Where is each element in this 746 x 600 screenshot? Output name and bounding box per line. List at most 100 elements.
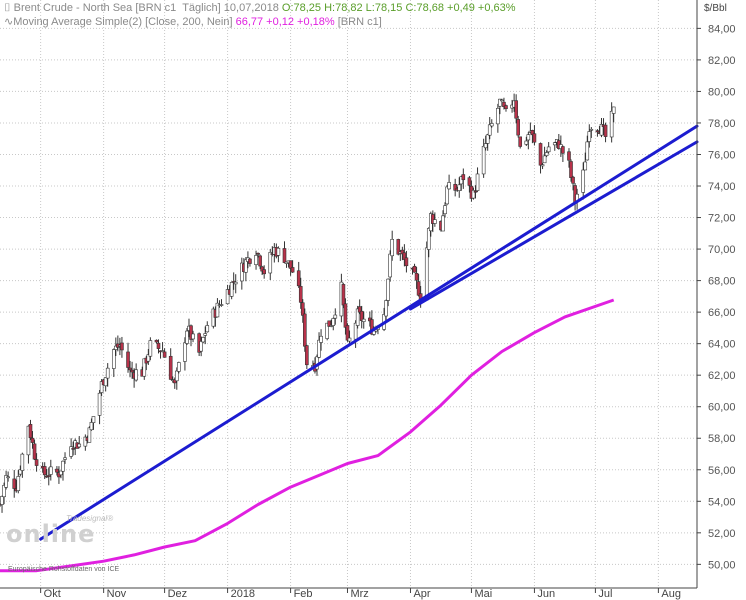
- legend-ma-symbol: [BRN c1]: [337, 16, 382, 28]
- x-tick-label: Apr: [413, 588, 430, 600]
- candle-body: [357, 306, 362, 313]
- candle-body: [300, 302, 305, 316]
- legend-price-icon: ⌷: [4, 2, 14, 14]
- watermark-small: Tradesignal®: [66, 514, 114, 523]
- candle-body: [185, 330, 189, 344]
- candle-body: [341, 284, 346, 306]
- candle-body: [46, 475, 51, 477]
- candle-body: [30, 437, 35, 443]
- candle-body: [120, 342, 124, 351]
- candle-body: [61, 460, 65, 472]
- candle-body: [103, 377, 108, 387]
- watermark-brand: online: [6, 520, 96, 548]
- legend-ohl: O:78,25 H:78,82 L:78,15: [281, 2, 403, 14]
- legend-row-ma: ∿Moving Average Simple(2) [Close, 200, N…: [4, 16, 382, 29]
- candle-body: [105, 367, 110, 379]
- candle-body: [134, 369, 138, 381]
- candle-body: [268, 252, 273, 274]
- candle-body: [359, 310, 364, 321]
- y-tick-label: 52,00: [708, 528, 736, 540]
- y-tick-label: 54,00: [708, 496, 736, 508]
- candle-body: [467, 177, 472, 186]
- candle-body: [388, 253, 392, 278]
- candle-body: [215, 302, 220, 318]
- candle-body: [319, 335, 323, 343]
- x-tick-label: Jun: [537, 588, 555, 600]
- candle-body: [168, 355, 173, 380]
- candle-body: [475, 173, 480, 191]
- x-axis: Okt Nov Dez 2018 Feb Mrz Apr Mai Jun Jul Aug: [0, 587, 697, 600]
- candle-body: [32, 443, 37, 460]
- candle-body: [504, 105, 508, 109]
- candle-body: [288, 260, 293, 269]
- candle-body: [473, 190, 478, 193]
- candle-body: [142, 358, 147, 377]
- x-tick-label: Mai: [474, 588, 492, 600]
- candle-body: [599, 124, 604, 136]
- candle-body: [28, 424, 33, 439]
- candle-body: [538, 143, 543, 166]
- candle-body: [111, 349, 116, 369]
- candle-body: [49, 466, 53, 475]
- candle-body: [114, 345, 118, 350]
- y-tick-label: 60,00: [708, 402, 736, 414]
- candle-body: [2, 485, 6, 498]
- candle-body: [390, 239, 394, 257]
- candle-body: [396, 239, 401, 255]
- candle-body: [148, 340, 153, 357]
- candle-body: [83, 436, 88, 447]
- y-unit-label: $/Bbl: [704, 3, 727, 14]
- x-tick-label: Okt: [44, 588, 61, 600]
- candle-body: [87, 427, 92, 443]
- candle-body: [205, 325, 210, 333]
- candle-body: [126, 351, 130, 368]
- candle-body: [343, 303, 348, 328]
- moving-average-line: [0, 298, 615, 573]
- x-tick-label: Aug: [661, 588, 681, 600]
- candle-body: [254, 255, 258, 265]
- candle-body: [589, 128, 594, 131]
- candle-body: [191, 333, 195, 340]
- candle-body: [400, 249, 405, 255]
- candle-body: [587, 131, 592, 142]
- y-tick-label: 50,00: [708, 559, 736, 571]
- candle-body: [233, 281, 238, 285]
- candle-body: [524, 140, 529, 145]
- legend-row-price: ⌷ Brent Crude - North Sea [BRN c1 Täglic…: [4, 2, 516, 15]
- y-tick-label: 84,00: [708, 23, 736, 35]
- candle-body: [333, 314, 338, 319]
- candle-body: [461, 174, 466, 181]
- y-tick-label: 72,00: [708, 213, 736, 225]
- candle-body: [172, 379, 177, 384]
- candle-body: [370, 319, 374, 335]
- candle-body: [386, 278, 390, 301]
- y-tick-label: 56,00: [708, 465, 736, 477]
- candle-body: [496, 108, 500, 125]
- legend-ma-icon: ∿: [4, 16, 14, 28]
- candle-body: [443, 205, 447, 215]
- y-tick-label: 68,00: [708, 276, 736, 288]
- candle-body: [542, 155, 547, 164]
- y-tick-label: 80,00: [708, 86, 736, 98]
- candle-body: [530, 130, 535, 136]
- candle-body: [154, 339, 159, 343]
- candle-body: [89, 421, 94, 431]
- candle-body: [128, 367, 132, 371]
- chart-grid: [0, 0, 697, 588]
- candle-body: [583, 161, 588, 171]
- candle-body: [426, 228, 431, 250]
- candle-body: [327, 320, 331, 327]
- candle-body: [514, 100, 518, 119]
- y-tick-label: 62,00: [708, 370, 736, 382]
- candle-body: [240, 262, 244, 282]
- candle-body: [585, 141, 590, 161]
- candle-body: [611, 106, 616, 114]
- candle-body: [203, 333, 208, 336]
- y-tick-label: 76,00: [708, 149, 736, 161]
- candle-body: [59, 470, 63, 476]
- x-tick-label: Nov: [107, 588, 127, 600]
- candle-body: [305, 345, 309, 366]
- candle-body: [561, 146, 565, 154]
- candle-body: [544, 152, 549, 156]
